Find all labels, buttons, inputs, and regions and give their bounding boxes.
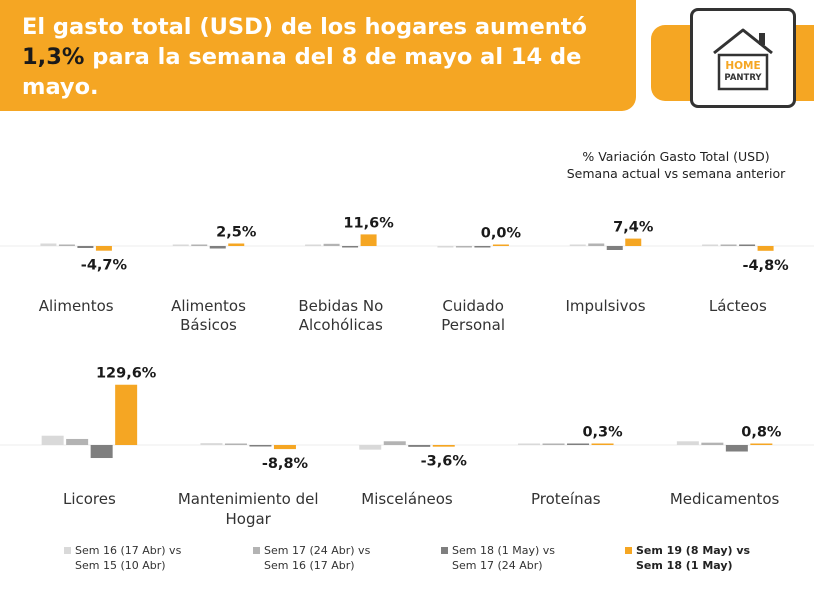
bar-alimentos-basicos-series-2 bbox=[191, 244, 208, 246]
bar-mantenimiento-del-hogar-series-4 bbox=[273, 445, 296, 450]
title-highlight: 1,3% bbox=[22, 44, 85, 70]
category-label-impulsivos: Impulsivos bbox=[565, 297, 645, 315]
bar-mantenimiento-del-hogar-series-2 bbox=[224, 443, 247, 445]
data-label-proteinas: 0,3% bbox=[582, 425, 623, 441]
legend-item-sem19: Sem 19 (8 May) vs Sem 18 (1 May) bbox=[625, 543, 750, 573]
home-pantry-logo: HOME PANTRY bbox=[690, 8, 796, 108]
legend-item-sem18: Sem 18 (1 May) vs Sem 17 (24 Abr) bbox=[441, 543, 555, 573]
bar-bebidas-no-alcoholicas-series-4 bbox=[360, 234, 377, 246]
bar-alimentos-series-2 bbox=[58, 244, 75, 246]
bar-bebidas-no-alcoholicas-series-2 bbox=[323, 243, 340, 246]
logo-text-home: HOME bbox=[725, 60, 761, 72]
bar-lacteos-series-3 bbox=[739, 244, 756, 246]
legend-swatch-sem18 bbox=[441, 547, 448, 554]
bar-miscelaneos-series-2 bbox=[383, 441, 406, 445]
legend-swatch-sem19 bbox=[625, 547, 632, 554]
title-text-end: para la semana del 8 de mayo al 14 de ma… bbox=[22, 44, 582, 100]
data-label-impulsivos: 7,4% bbox=[613, 220, 654, 236]
data-label-lacteos: -4,8% bbox=[742, 258, 789, 274]
bar-impulsivos-series-3 bbox=[606, 246, 623, 250]
legend-label-sem19-line1: Sem 19 (8 May) vs bbox=[636, 544, 751, 557]
bar-medicamentos-series-3 bbox=[725, 445, 748, 452]
bar-impulsivos-series-4 bbox=[625, 238, 642, 246]
category-label-bebidas-no-alcoholicas: Bebidas No Alcohólicas bbox=[298, 297, 383, 334]
data-label-miscelaneos: -3,6% bbox=[421, 454, 468, 470]
bar-licores-series-3 bbox=[90, 445, 113, 459]
bar-alimentos-series-4 bbox=[95, 246, 112, 251]
data-label-mantenimiento-del-hogar: -8,8% bbox=[262, 456, 309, 472]
bar-mantenimiento-del-hogar-series-3 bbox=[249, 445, 272, 447]
bar-proteinas-series-1 bbox=[518, 443, 541, 445]
bar-licores-series-1 bbox=[41, 435, 64, 445]
title-text-start: El gasto total (USD) de los hogares aume… bbox=[22, 14, 587, 40]
legend-label-sem18-line1: Sem 18 (1 May) vs bbox=[452, 544, 556, 557]
legend-swatch-sem16 bbox=[64, 547, 71, 554]
bar-miscelaneos-series-3 bbox=[408, 445, 431, 447]
logo-text-pantry: PANTRY bbox=[724, 73, 762, 83]
chart-title-line2: Semana actual vs semana anterior bbox=[566, 166, 786, 181]
bar-alimentos-basicos-series-3 bbox=[209, 246, 226, 249]
bar-impulsivos-series-2 bbox=[588, 243, 605, 246]
bar-miscelaneos-series-1 bbox=[359, 445, 382, 450]
bar-mantenimiento-del-hogar-series-1 bbox=[200, 443, 223, 445]
bar-cuidado-personal-series-4 bbox=[492, 244, 509, 246]
category-label-alimentos: Alimentos bbox=[39, 297, 114, 315]
house-icon bbox=[713, 28, 773, 91]
bar-lacteos-series-1 bbox=[702, 244, 719, 246]
bar-licores-series-4 bbox=[115, 384, 138, 445]
category-label-lacteos: Lácteos bbox=[709, 297, 767, 315]
category-label-medicamentos: Medicamentos bbox=[670, 490, 780, 508]
data-label-cuidado-personal: 0,0% bbox=[481, 226, 522, 242]
bar-alimentos-series-3 bbox=[77, 246, 94, 248]
bar-impulsivos-series-1 bbox=[569, 244, 586, 246]
legend-label-sem16-line2: Sem 15 (10 Abr) bbox=[75, 559, 166, 572]
legend-label-sem19-line2: Sem 18 (1 May) bbox=[636, 559, 733, 572]
data-label-alimentos: -4,7% bbox=[81, 258, 128, 274]
category-label-alimentos-basicos: Alimentos Básicos bbox=[171, 297, 246, 334]
bar-bebidas-no-alcoholicas-series-3 bbox=[342, 246, 359, 248]
bar-alimentos-basicos-series-1 bbox=[172, 244, 189, 246]
legend-label-sem17-line2: Sem 16 (17 Abr) bbox=[264, 559, 355, 572]
legend-item-sem16: Sem 16 (17 Abr) vs Sem 15 (10 Abr) bbox=[64, 543, 181, 573]
bar-miscelaneos-series-4 bbox=[432, 445, 455, 447]
bar-cuidado-personal-series-3 bbox=[474, 246, 491, 248]
data-label-licores: 129,6% bbox=[96, 366, 157, 382]
category-label-proteinas: Proteínas bbox=[531, 490, 601, 508]
category-label-miscelaneos: Misceláneos bbox=[361, 490, 453, 508]
chart-title-line1: % Variación Gasto Total (USD) bbox=[582, 149, 770, 164]
bar-medicamentos-series-1 bbox=[676, 441, 699, 445]
category-label-mantenimiento-del-hogar: Mantenimiento del Hogar bbox=[178, 490, 319, 528]
bar-proteinas-series-3 bbox=[567, 443, 590, 445]
legend-label-sem18-line2: Sem 17 (24 Abr) bbox=[452, 559, 543, 572]
bar-cuidado-personal-series-2 bbox=[455, 246, 472, 248]
category-label-cuidado-personal: Cuidado Personal bbox=[441, 297, 505, 334]
data-label-alimentos-basicos: 2,5% bbox=[216, 225, 257, 241]
bar-lacteos-series-4 bbox=[757, 246, 774, 251]
data-label-medicamentos: 0,8% bbox=[741, 425, 782, 441]
bar-medicamentos-series-2 bbox=[701, 442, 724, 445]
data-label-bebidas-no-alcoholicas: 11,6% bbox=[343, 215, 394, 231]
bar-alimentos-basicos-series-4 bbox=[228, 243, 245, 246]
chart-title: % Variación Gasto Total (USD) Semana act… bbox=[540, 148, 812, 182]
bar-chart: -4,7% Alimentos 2,5% Alimentos Básicos 11,6% B… bbox=[0, 215, 814, 528]
bar-proteinas-series-4 bbox=[591, 443, 614, 445]
bar-cuidado-personal-series-1 bbox=[437, 246, 454, 248]
category-label-licores: Licores bbox=[63, 490, 116, 508]
page-title: El gasto total (USD) de los hogares aume… bbox=[22, 12, 622, 102]
bar-medicamentos-series-4 bbox=[750, 443, 773, 445]
bar-alimentos-series-1 bbox=[40, 243, 57, 246]
legend-item-sem17: Sem 17 (24 Abr) vs Sem 16 (17 Abr) bbox=[253, 543, 370, 573]
legend-label-sem16-line1: Sem 16 (17 Abr) vs bbox=[75, 544, 182, 557]
title-banner bbox=[0, 0, 636, 111]
bar-lacteos-series-2 bbox=[720, 244, 737, 246]
legend-label-sem17-line1: Sem 17 (24 Abr) vs bbox=[264, 544, 371, 557]
bar-bebidas-no-alcoholicas-series-1 bbox=[305, 244, 322, 246]
bar-proteinas-series-2 bbox=[542, 443, 565, 445]
legend-swatch-sem17 bbox=[253, 547, 260, 554]
bar-licores-series-2 bbox=[66, 438, 89, 445]
